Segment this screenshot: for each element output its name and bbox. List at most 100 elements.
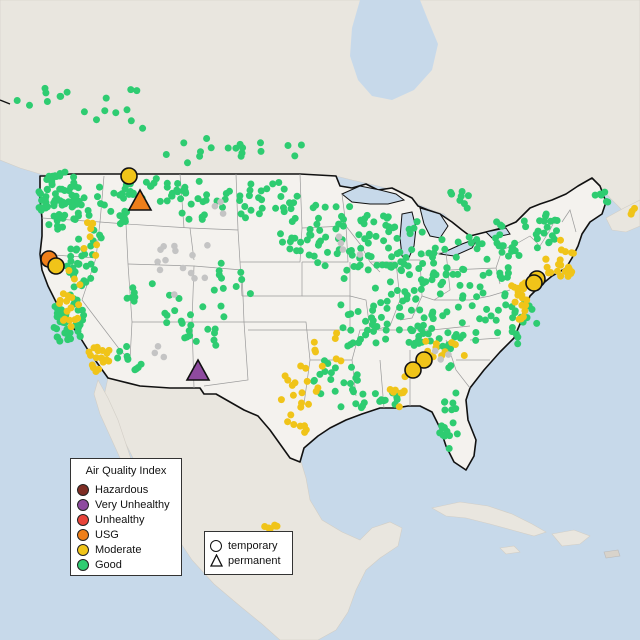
station-dot	[372, 339, 380, 347]
station-dot	[335, 233, 343, 240]
station-dot	[151, 349, 159, 357]
station-dot	[187, 200, 195, 208]
station-dot	[355, 231, 363, 239]
station-dot	[147, 182, 155, 190]
station-dot	[466, 282, 474, 289]
station-dot	[365, 232, 373, 240]
station-dot	[160, 353, 168, 361]
station-dot	[94, 347, 102, 355]
station-dot	[545, 239, 553, 247]
station-dot	[189, 251, 196, 259]
station-dot	[314, 259, 322, 267]
station-dot	[84, 219, 91, 227]
station-dot	[388, 253, 396, 261]
temporary-monitor-marker	[120, 167, 138, 185]
station-dot	[284, 142, 292, 149]
station-dot	[90, 266, 98, 274]
station-dot	[73, 245, 81, 253]
station-dot	[409, 327, 417, 335]
cuba	[431, 501, 547, 537]
temporary-monitor-marker	[404, 361, 422, 379]
station-dot	[297, 238, 305, 246]
station-dot	[443, 308, 451, 316]
station-dot	[485, 269, 493, 277]
station-dot	[93, 241, 101, 249]
station-dot	[42, 89, 50, 97]
hazardous-swatch	[77, 484, 89, 496]
station-dot	[370, 218, 378, 226]
station-dot	[501, 290, 509, 298]
station-dot	[312, 348, 319, 356]
station-dot	[386, 386, 394, 393]
station-dot	[545, 269, 552, 277]
station-dot	[350, 263, 358, 270]
station-dot	[171, 242, 178, 250]
station-dot	[67, 252, 75, 260]
station-dot	[121, 218, 129, 225]
station-dot	[162, 151, 170, 158]
station-dot	[199, 303, 207, 311]
station-dot	[63, 297, 71, 305]
station-dot	[96, 231, 104, 239]
station-dot	[533, 244, 541, 252]
station-dot	[92, 354, 100, 362]
station-dot	[185, 327, 193, 335]
station-dot	[459, 331, 467, 339]
station-dot	[347, 380, 354, 387]
station-dot	[238, 276, 246, 283]
station-dot	[442, 271, 450, 279]
station-dot	[98, 355, 106, 362]
station-dot	[112, 109, 120, 117]
station-dot	[416, 306, 424, 314]
station-dot	[114, 354, 122, 362]
station-dot	[191, 275, 198, 282]
station-dot	[371, 390, 379, 398]
station-dot	[338, 212, 345, 220]
station-dot	[567, 270, 575, 277]
station-dot	[74, 306, 82, 314]
station-dot	[360, 399, 368, 407]
station-dot	[332, 203, 340, 211]
station-dot	[211, 202, 219, 210]
station-dot	[498, 248, 506, 256]
station-dot	[436, 290, 444, 298]
station-dot	[430, 249, 438, 257]
station-dot	[591, 191, 599, 199]
station-dot	[464, 192, 472, 200]
station-dot	[70, 173, 78, 181]
station-dot	[148, 280, 156, 288]
station-dot	[502, 301, 510, 309]
station-dot	[418, 228, 426, 236]
station-dot	[425, 249, 433, 257]
station-dot	[522, 301, 530, 309]
station-dot	[220, 313, 228, 321]
station-dot	[279, 238, 286, 246]
station-dot	[194, 195, 202, 203]
station-dot	[363, 211, 371, 219]
station-dot	[345, 247, 353, 255]
station-dot	[377, 313, 385, 321]
station-dot	[438, 236, 446, 244]
station-dot	[257, 187, 265, 195]
station-dot	[116, 212, 124, 220]
station-dot	[59, 316, 67, 324]
station-dot	[286, 245, 294, 253]
station-dot	[296, 247, 304, 255]
station-dot	[163, 179, 171, 187]
station-dot	[430, 259, 438, 267]
station-dot	[50, 199, 58, 207]
station-dot	[203, 135, 211, 142]
legend-label: Very Unhealthy	[95, 499, 170, 511]
station-dot	[314, 241, 322, 249]
station-dot	[420, 314, 428, 322]
station-dot	[287, 205, 295, 213]
station-dot	[396, 304, 404, 311]
station-dot	[473, 293, 481, 301]
station-dot	[177, 195, 185, 203]
station-dot	[77, 201, 85, 209]
station-dot	[43, 185, 51, 193]
station-dot	[129, 191, 137, 198]
station-dot	[449, 399, 457, 407]
station-dot	[163, 311, 171, 319]
station-dot	[80, 245, 88, 252]
